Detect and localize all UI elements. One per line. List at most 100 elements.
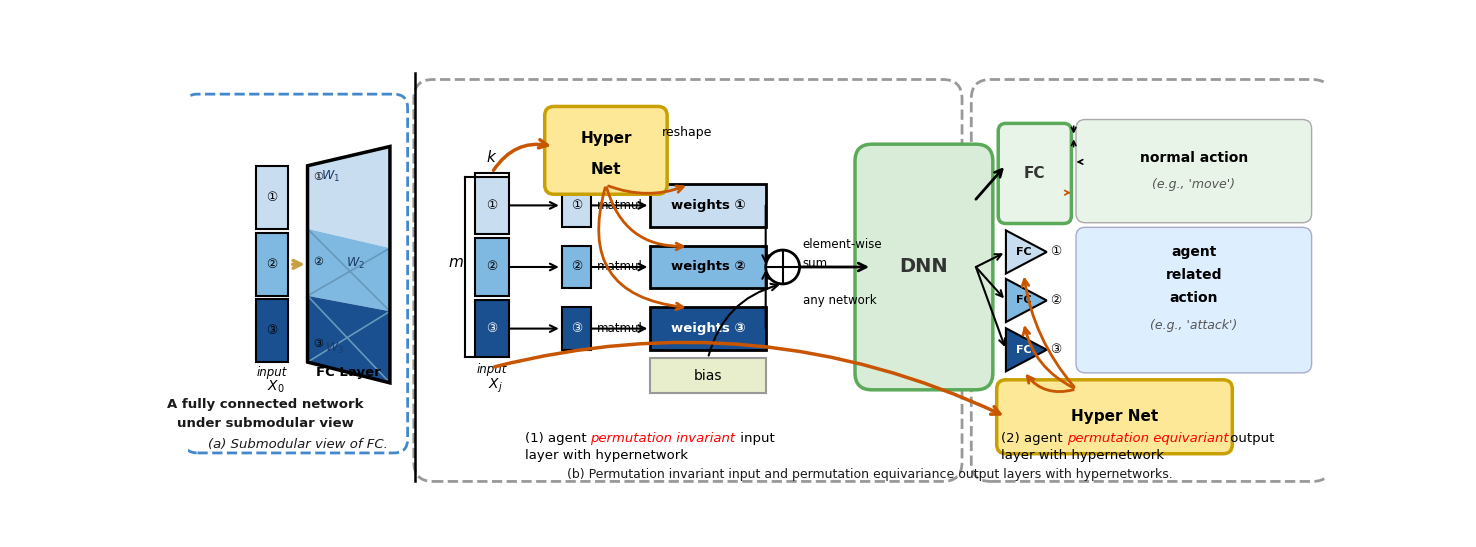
Text: ①: ① — [267, 191, 277, 204]
Text: FC: FC — [1015, 295, 1032, 305]
Text: ②: ② — [267, 258, 277, 271]
Bar — [255, 166, 288, 229]
FancyArrowPatch shape — [494, 342, 999, 414]
Text: Net: Net — [590, 162, 621, 177]
Polygon shape — [1007, 230, 1046, 274]
Text: ②: ② — [486, 260, 497, 274]
Text: matmul: matmul — [596, 199, 642, 212]
Text: (1) agent: (1) agent — [525, 432, 592, 445]
Text: ③: ③ — [571, 322, 582, 335]
FancyArrowPatch shape — [1023, 280, 1075, 387]
Text: permutation equivariant: permutation equivariant — [1067, 432, 1230, 445]
Text: (2) agent: (2) agent — [1001, 432, 1067, 445]
Text: ②: ② — [571, 260, 582, 274]
FancyBboxPatch shape — [855, 144, 993, 390]
Text: ①: ① — [486, 199, 497, 212]
Text: normal action: normal action — [1139, 151, 1247, 165]
Polygon shape — [307, 296, 390, 383]
Text: any network: any network — [803, 294, 877, 306]
Polygon shape — [307, 229, 390, 311]
Text: $W_2$: $W_2$ — [345, 257, 365, 271]
Text: related: related — [1166, 268, 1222, 282]
Text: reshape: reshape — [661, 126, 711, 139]
FancyBboxPatch shape — [413, 79, 962, 481]
FancyArrowPatch shape — [493, 139, 548, 170]
Text: ①: ① — [571, 199, 582, 212]
Text: FC Layer: FC Layer — [316, 366, 381, 379]
Text: input: input — [737, 432, 775, 445]
FancyBboxPatch shape — [996, 380, 1232, 453]
FancyArrowPatch shape — [599, 188, 683, 310]
Text: matmul: matmul — [596, 260, 642, 274]
Text: weights ③: weights ③ — [670, 322, 745, 335]
Text: (b) Permutation invariant input and permutation equivariance output layers with : (b) Permutation invariant input and perm… — [567, 468, 1172, 481]
Text: ③: ③ — [267, 324, 277, 337]
FancyBboxPatch shape — [545, 107, 667, 194]
Text: ③: ③ — [1051, 344, 1061, 356]
Text: output: output — [1227, 432, 1274, 445]
FancyArrowPatch shape — [607, 188, 683, 250]
Text: sum: sum — [803, 258, 828, 270]
Text: $m$: $m$ — [449, 255, 463, 270]
Text: weights ①: weights ① — [670, 199, 745, 212]
FancyArrowPatch shape — [1023, 328, 1073, 388]
Text: DNN: DNN — [899, 258, 948, 276]
Text: ②: ② — [1051, 294, 1061, 307]
FancyBboxPatch shape — [1076, 228, 1312, 373]
Bar — [562, 307, 590, 350]
Text: FC: FC — [1015, 247, 1032, 257]
Bar — [562, 184, 590, 226]
Bar — [255, 299, 288, 362]
Polygon shape — [307, 147, 390, 248]
Text: ③: ③ — [486, 322, 497, 335]
Bar — [255, 232, 288, 296]
Text: $X_0$: $X_0$ — [267, 379, 285, 395]
Bar — [475, 300, 509, 358]
Circle shape — [766, 250, 800, 284]
Bar — [562, 246, 590, 288]
FancyBboxPatch shape — [183, 94, 407, 453]
Text: action: action — [1169, 291, 1218, 305]
FancyBboxPatch shape — [998, 124, 1072, 224]
Text: (a) Submodular view of FC.: (a) Submodular view of FC. — [208, 438, 388, 451]
Text: $k$: $k$ — [486, 149, 497, 165]
Text: agent: agent — [1170, 245, 1216, 259]
Bar — [651, 184, 766, 226]
Text: (e.g., 'move'): (e.g., 'move') — [1153, 178, 1235, 191]
Bar — [651, 246, 766, 288]
Polygon shape — [1007, 279, 1046, 322]
Text: $W_1$: $W_1$ — [320, 170, 339, 184]
Text: layer with hypernetwork: layer with hypernetwork — [525, 449, 688, 462]
Text: layer with hypernetwork: layer with hypernetwork — [1001, 449, 1163, 462]
Text: $W_3$: $W_3$ — [325, 341, 344, 356]
Text: permutation invariant: permutation invariant — [590, 432, 735, 445]
Text: ②: ② — [313, 257, 323, 267]
Text: under submodular view: under submodular view — [177, 417, 354, 430]
Text: input: input — [477, 363, 508, 376]
FancyBboxPatch shape — [971, 79, 1331, 481]
Text: matmul: matmul — [596, 322, 642, 335]
Text: Hyper: Hyper — [580, 131, 632, 146]
FancyArrowPatch shape — [608, 186, 683, 193]
Text: ①: ① — [313, 172, 323, 182]
Text: $X_j$: $X_j$ — [489, 376, 503, 395]
Bar — [651, 307, 766, 350]
Text: Hyper Net: Hyper Net — [1072, 409, 1159, 424]
Text: ③: ③ — [313, 339, 323, 348]
Text: weights ②: weights ② — [670, 260, 745, 274]
Text: element-wise: element-wise — [803, 238, 883, 251]
Text: FC: FC — [1024, 166, 1045, 181]
Bar — [475, 238, 509, 296]
Text: input: input — [257, 366, 288, 379]
Bar — [475, 177, 509, 234]
FancyBboxPatch shape — [1076, 120, 1312, 223]
FancyArrowPatch shape — [1027, 376, 1073, 392]
Bar — [651, 358, 766, 393]
FancyArrowPatch shape — [708, 284, 778, 356]
Text: ①: ① — [1051, 246, 1061, 259]
Text: A fully connected network: A fully connected network — [167, 398, 363, 411]
Text: bias: bias — [694, 369, 722, 382]
Text: (e.g., 'attack'): (e.g., 'attack') — [1150, 319, 1237, 332]
Text: FC: FC — [1015, 345, 1032, 355]
Polygon shape — [1007, 328, 1046, 371]
